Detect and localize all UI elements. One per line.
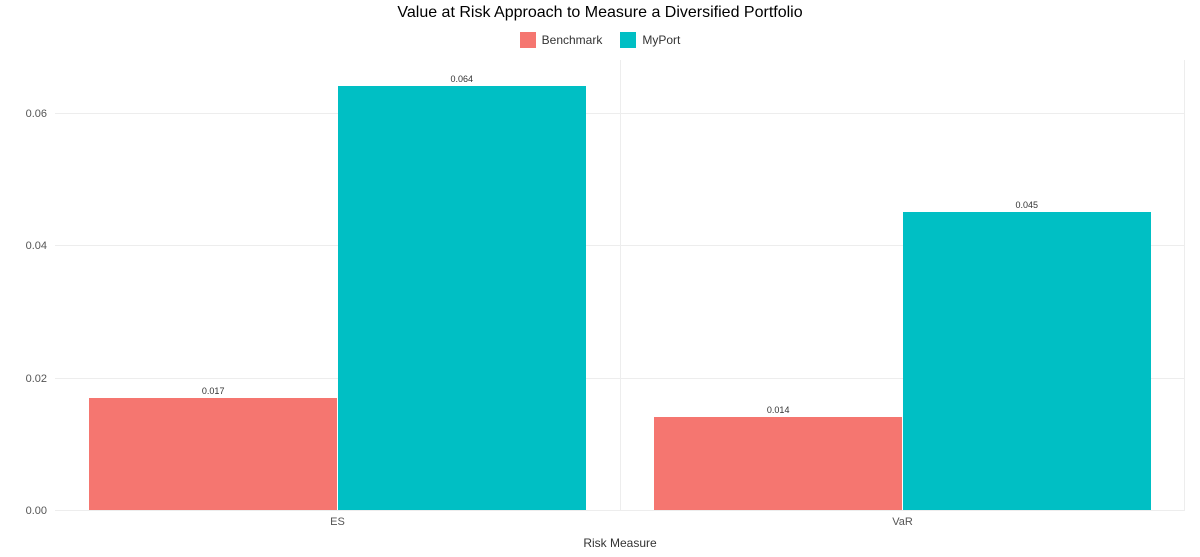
panel-border [1184, 60, 1185, 510]
panel-border [620, 60, 621, 510]
ytick-label: 0.02 [26, 373, 55, 385]
ytick-label: 0.04 [26, 240, 55, 252]
bar-value-label: 0.017 [202, 386, 225, 398]
bar-value-label: 0.014 [767, 405, 790, 417]
bar-var-myport: 0.045 [903, 212, 1152, 510]
legend-item-myport: MyPort [620, 32, 680, 48]
plot-area: 0.00 0.02 0.04 0.06 0.017 0.064 0.014 0.… [55, 60, 1185, 510]
bar-es-benchmark: 0.017 [89, 398, 338, 511]
bar-value-label: 0.045 [1016, 200, 1039, 212]
chart-title: Value at Risk Approach to Measure a Dive… [0, 4, 1200, 22]
ytick-label: 0.00 [26, 505, 55, 517]
ytick-label: 0.06 [26, 108, 55, 120]
legend-item-benchmark: Benchmark [520, 32, 603, 48]
x-axis-label: Risk Measure [583, 510, 656, 550]
xtick-label: ES [330, 510, 345, 528]
legend-swatch-myport [620, 32, 636, 48]
xtick-label: VaR [892, 510, 913, 528]
bar-var-benchmark: 0.014 [654, 417, 903, 510]
legend-label-benchmark: Benchmark [542, 33, 603, 47]
chart-container: Value at Risk Approach to Measure a Dive… [0, 0, 1200, 557]
bar-value-label: 0.064 [451, 74, 474, 86]
bar-es-myport: 0.064 [338, 86, 587, 510]
legend: Benchmark MyPort [0, 32, 1200, 48]
legend-label-myport: MyPort [642, 33, 680, 47]
legend-swatch-benchmark [520, 32, 536, 48]
